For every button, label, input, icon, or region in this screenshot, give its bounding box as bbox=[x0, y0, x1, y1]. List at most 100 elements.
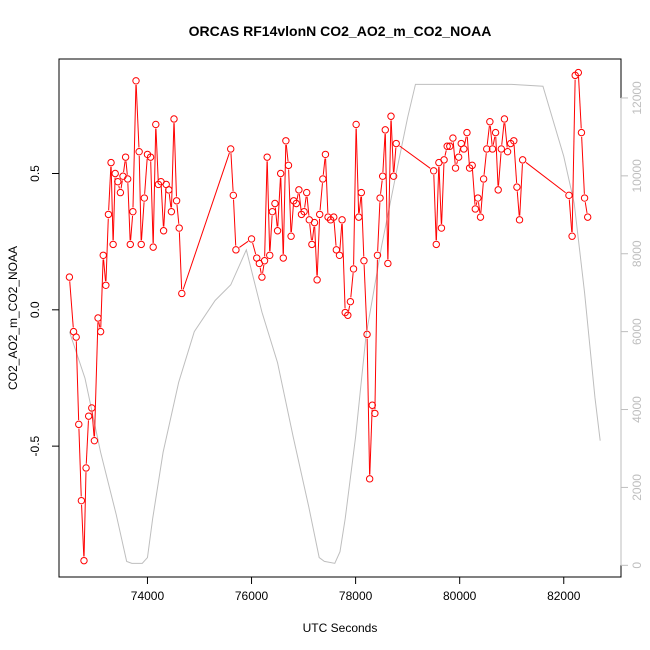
chart-title: ORCAS RF14vlonN CO2_AO2_m_CO2_NOAA bbox=[189, 23, 492, 39]
data-point bbox=[285, 162, 291, 168]
data-point bbox=[272, 200, 278, 206]
series-segment bbox=[267, 161, 269, 251]
series-segment bbox=[109, 167, 111, 210]
series-segment bbox=[514, 145, 517, 183]
series-segment bbox=[381, 180, 383, 193]
data-point bbox=[136, 148, 142, 154]
data-point bbox=[130, 208, 136, 214]
series-segment bbox=[239, 241, 248, 247]
series-segment bbox=[156, 129, 158, 181]
series-segment bbox=[526, 162, 566, 192]
series-segment bbox=[499, 153, 501, 186]
data-point bbox=[176, 225, 182, 231]
data-point bbox=[166, 187, 172, 193]
series-segment bbox=[169, 194, 171, 207]
data-point bbox=[230, 192, 236, 198]
series-segment bbox=[234, 200, 236, 246]
data-point bbox=[475, 195, 481, 201]
data-point bbox=[261, 258, 267, 264]
altitude-series bbox=[69, 84, 600, 563]
data-point bbox=[379, 173, 385, 179]
series-segment bbox=[520, 164, 523, 216]
data-point bbox=[492, 129, 498, 135]
series-segment bbox=[323, 159, 325, 175]
data-point bbox=[97, 328, 103, 334]
data-point bbox=[133, 78, 139, 84]
data-point bbox=[438, 225, 444, 231]
series-segment bbox=[99, 322, 100, 327]
data-point bbox=[477, 214, 483, 220]
data-point bbox=[452, 165, 458, 171]
data-point bbox=[66, 274, 72, 280]
x-tick-label: 80000 bbox=[443, 589, 477, 603]
data-point bbox=[498, 146, 504, 152]
data-point bbox=[288, 233, 294, 239]
data-point bbox=[584, 214, 590, 220]
series-segment bbox=[579, 77, 582, 129]
data-point bbox=[514, 184, 520, 190]
data-point bbox=[569, 233, 575, 239]
series-segment bbox=[286, 145, 288, 161]
series-segment bbox=[334, 221, 336, 245]
data-point bbox=[461, 146, 467, 152]
data-point bbox=[85, 413, 91, 419]
y-tick-label: 0.5 bbox=[28, 165, 42, 182]
y2-tick-label: 6000 bbox=[630, 318, 644, 345]
data-point bbox=[519, 157, 525, 163]
data-point bbox=[317, 211, 323, 217]
data-point bbox=[173, 198, 179, 204]
y2-tick-label: 12000 bbox=[630, 81, 644, 115]
data-point bbox=[339, 217, 345, 223]
data-point bbox=[578, 129, 584, 135]
data-point bbox=[73, 334, 79, 340]
data-point bbox=[353, 121, 359, 127]
series-segment bbox=[484, 153, 486, 175]
data-point bbox=[138, 241, 144, 247]
y2-tick-label: 2000 bbox=[630, 474, 644, 501]
data-point bbox=[358, 189, 364, 195]
series-segment bbox=[356, 129, 358, 213]
data-point bbox=[233, 247, 239, 253]
data-point bbox=[117, 189, 123, 195]
series-segment bbox=[349, 306, 350, 311]
series-segment bbox=[111, 167, 113, 240]
data-point bbox=[259, 274, 265, 280]
data-point bbox=[76, 421, 82, 427]
series-segment bbox=[283, 145, 285, 254]
series-segment bbox=[388, 120, 391, 259]
x-tick-label: 74000 bbox=[131, 589, 165, 603]
series-segment bbox=[385, 134, 387, 259]
data-point bbox=[311, 219, 317, 225]
data-point bbox=[277, 170, 283, 176]
y-tick-label: 0.0 bbox=[28, 301, 42, 318]
data-point bbox=[83, 465, 89, 471]
series-segment bbox=[82, 505, 84, 557]
data-point bbox=[382, 127, 388, 133]
series-segment bbox=[585, 202, 587, 213]
series-segment bbox=[263, 265, 264, 273]
co2-diff-series bbox=[66, 69, 591, 563]
series-segment bbox=[310, 224, 312, 240]
series-segment bbox=[326, 159, 328, 213]
series-segment bbox=[270, 216, 272, 251]
series-segment bbox=[260, 268, 261, 273]
data-point bbox=[441, 157, 447, 163]
series-segment bbox=[517, 191, 519, 215]
series-segment bbox=[505, 123, 507, 147]
data-point bbox=[464, 129, 470, 135]
series-segment bbox=[312, 227, 314, 240]
series-segment bbox=[400, 146, 431, 168]
series-segment bbox=[493, 137, 495, 145]
series-segment bbox=[391, 120, 393, 172]
data-point bbox=[385, 260, 391, 266]
series-segment bbox=[439, 167, 441, 224]
data-point bbox=[516, 217, 522, 223]
data-point bbox=[150, 244, 156, 250]
series-segment bbox=[496, 137, 498, 186]
data-point bbox=[347, 298, 353, 304]
series-segment bbox=[361, 197, 363, 257]
data-point bbox=[433, 241, 439, 247]
data-point bbox=[372, 410, 378, 416]
series-segment bbox=[133, 85, 136, 207]
